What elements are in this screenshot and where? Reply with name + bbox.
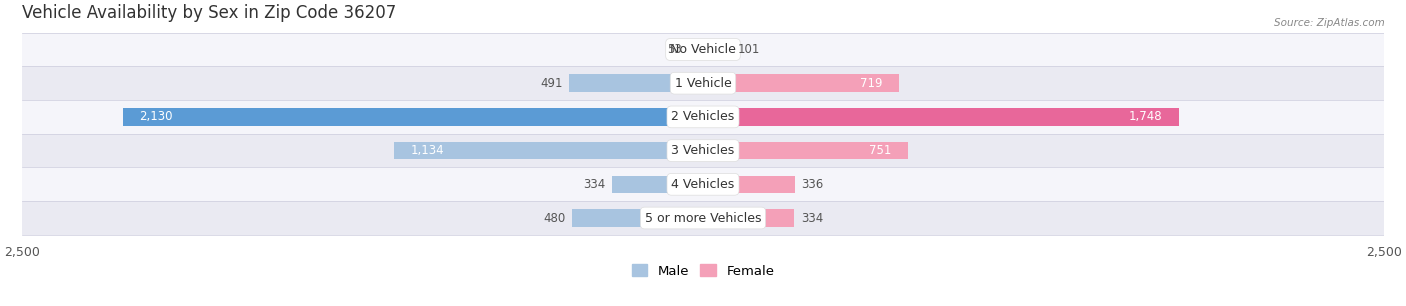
Bar [612, 176, 703, 193]
Bar [572, 209, 703, 227]
Text: 3 Vehicles: 3 Vehicles [672, 144, 734, 157]
Bar [22, 66, 1384, 100]
Text: 5 or more Vehicles: 5 or more Vehicles [645, 211, 761, 225]
Bar [703, 108, 1180, 126]
Text: 480: 480 [543, 211, 565, 225]
Bar [703, 41, 731, 58]
Text: Source: ZipAtlas.com: Source: ZipAtlas.com [1274, 18, 1385, 28]
Text: 334: 334 [801, 211, 823, 225]
Text: 1,748: 1,748 [1129, 110, 1163, 123]
Bar [22, 33, 1384, 66]
Bar [703, 176, 794, 193]
Text: 334: 334 [583, 178, 605, 191]
Text: 719: 719 [860, 77, 883, 90]
Bar [22, 100, 1384, 134]
Text: 53: 53 [666, 43, 682, 56]
Text: 336: 336 [801, 178, 824, 191]
Text: 1,134: 1,134 [411, 144, 444, 157]
Text: Vehicle Availability by Sex in Zip Code 36207: Vehicle Availability by Sex in Zip Code … [22, 4, 396, 22]
Text: No Vehicle: No Vehicle [671, 43, 735, 56]
Text: 4 Vehicles: 4 Vehicles [672, 178, 734, 191]
Bar [703, 209, 794, 227]
Bar [569, 74, 703, 92]
Text: 751: 751 [869, 144, 891, 157]
Text: 2,130: 2,130 [139, 110, 173, 123]
Text: 1 Vehicle: 1 Vehicle [675, 77, 731, 90]
Bar [122, 108, 703, 126]
Text: 2 Vehicles: 2 Vehicles [672, 110, 734, 123]
Bar [703, 142, 907, 159]
Bar [22, 201, 1384, 235]
Bar [689, 41, 703, 58]
Bar [22, 167, 1384, 201]
Bar [22, 134, 1384, 167]
Bar [394, 142, 703, 159]
Bar [703, 74, 898, 92]
Text: 491: 491 [540, 77, 562, 90]
Legend: Male, Female: Male, Female [631, 264, 775, 278]
Text: 101: 101 [737, 43, 759, 56]
